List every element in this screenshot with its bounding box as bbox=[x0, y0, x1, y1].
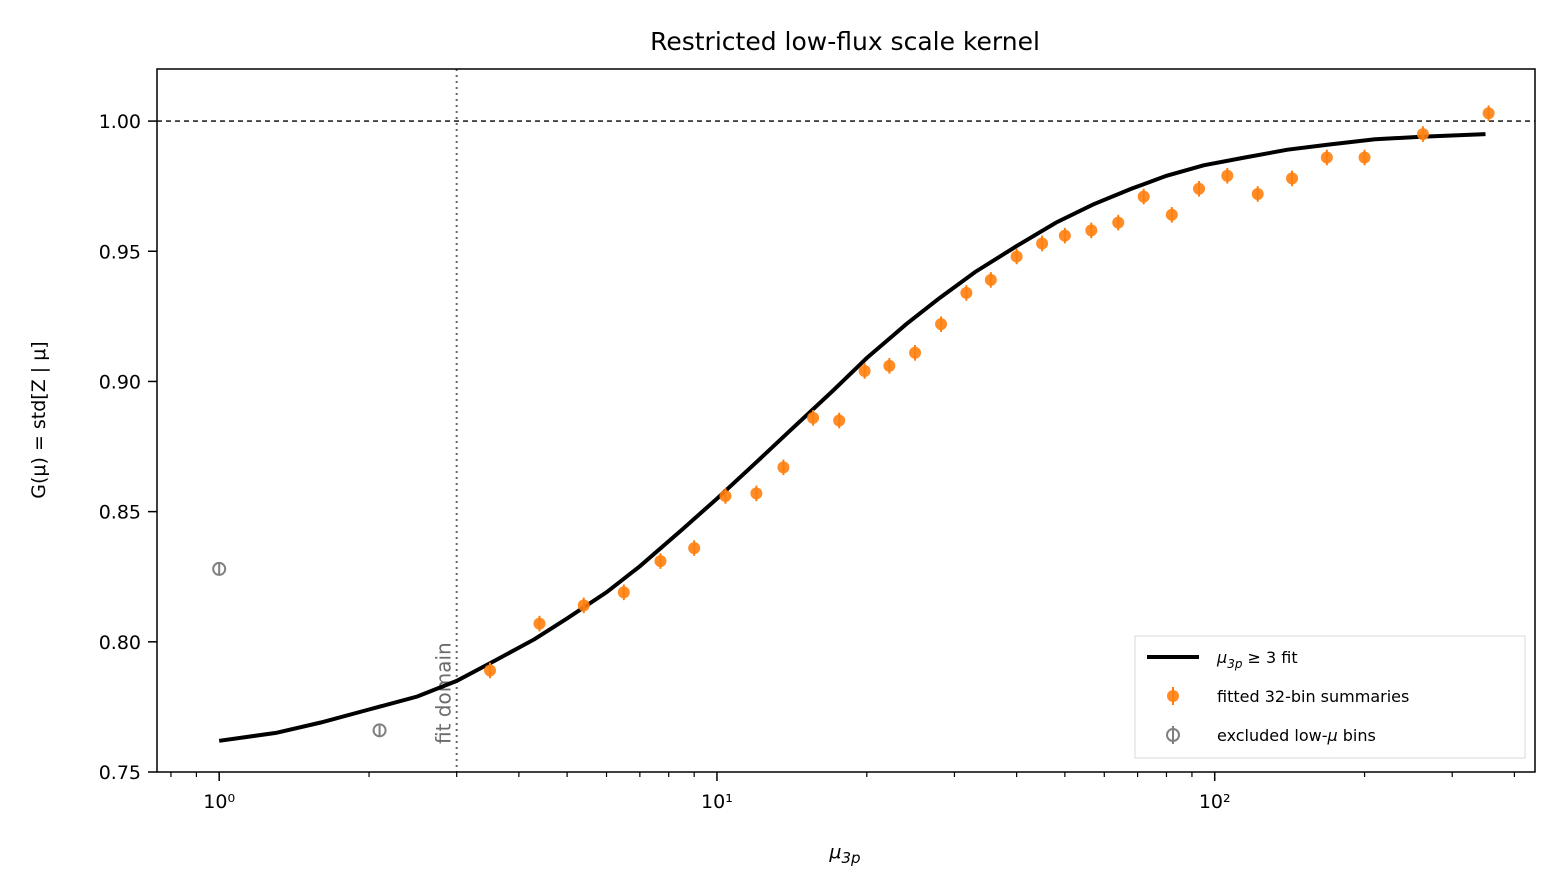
legend-entry: μ3p ≥ 3 fit bbox=[1147, 648, 1298, 671]
fitted-bin-point bbox=[833, 412, 846, 429]
fit-domain-label: fit domain bbox=[432, 642, 456, 744]
x-axis-ticks: 10⁰ 10¹ 10² bbox=[170, 772, 1515, 813]
fitted-bin-point bbox=[1010, 248, 1023, 265]
fit-curve bbox=[218, 132, 1486, 743]
y-tick-label: 0.80 bbox=[99, 632, 141, 654]
axes-frame bbox=[156, 68, 1536, 773]
x-tick-label: 10⁰ bbox=[203, 791, 235, 813]
point-marker bbox=[1251, 187, 1264, 200]
point-marker bbox=[1286, 172, 1299, 185]
point-marker bbox=[1165, 208, 1178, 221]
fitted-bin-point bbox=[858, 363, 871, 379]
legend-entry: excluded low-μ bins bbox=[1166, 726, 1376, 745]
y-tick-label: 1.00 bbox=[99, 111, 141, 133]
point-marker bbox=[833, 414, 846, 427]
point-marker bbox=[654, 555, 667, 568]
x-tick-label: 10¹ bbox=[701, 791, 733, 813]
point-marker bbox=[484, 664, 497, 677]
point-marker bbox=[533, 617, 546, 630]
fitted-bin-point bbox=[484, 662, 497, 679]
fitted-bin-point bbox=[1112, 214, 1125, 231]
fitted-bin-point bbox=[883, 358, 896, 374]
point-marker bbox=[883, 359, 896, 372]
point-marker bbox=[1320, 151, 1333, 164]
legend-marker-swatch bbox=[1166, 728, 1180, 742]
point-marker bbox=[1036, 237, 1049, 250]
point-marker bbox=[617, 586, 630, 599]
excluded-bin-point bbox=[212, 561, 227, 576]
point-marker bbox=[1482, 107, 1495, 120]
fitted-bin-point bbox=[533, 615, 546, 632]
fitted-bin-point bbox=[960, 285, 973, 301]
legend-entry: fitted 32-bin summaries bbox=[1167, 687, 1409, 706]
y-axis-label: G(μ) = std[Z | μ] bbox=[28, 341, 50, 498]
point-marker bbox=[688, 542, 701, 555]
fitted-bin-point bbox=[1482, 105, 1495, 122]
fitted-bin-point bbox=[577, 597, 590, 614]
fitted-bin-point bbox=[935, 316, 948, 332]
fitted-bin-point bbox=[750, 485, 763, 502]
fitted-bin-point bbox=[984, 272, 997, 288]
fitted-bin-point bbox=[688, 540, 701, 556]
fitted-bin-point bbox=[1085, 222, 1098, 239]
legend-label: excluded low-μ bins bbox=[1217, 726, 1376, 745]
point-marker bbox=[984, 273, 997, 286]
fitted-bin-point bbox=[777, 459, 790, 476]
fitted-bin-point bbox=[909, 344, 922, 361]
point-marker bbox=[719, 490, 732, 503]
point-marker bbox=[1058, 229, 1071, 242]
point-marker bbox=[960, 286, 973, 299]
fitted-bin-point bbox=[1416, 126, 1429, 142]
fitted-bin-point bbox=[617, 584, 630, 601]
point-marker bbox=[372, 723, 387, 738]
legend-label: μ3p ≥ 3 fit bbox=[1216, 648, 1298, 671]
y-axis-ticks: 0.75 0.80 0.85 0.90 0.95 1.00 bbox=[99, 111, 157, 784]
legend-label: fitted 32-bin summaries bbox=[1217, 687, 1409, 706]
point-marker bbox=[1193, 182, 1206, 195]
legend-box bbox=[1134, 635, 1526, 759]
point-marker bbox=[807, 411, 820, 424]
point-marker bbox=[750, 487, 763, 500]
fitted-bin-point bbox=[1165, 206, 1178, 223]
fitted-bin-point bbox=[654, 553, 667, 569]
point-marker bbox=[909, 346, 922, 359]
point-marker bbox=[1137, 190, 1150, 203]
x-axis-label: μ3p bbox=[828, 841, 860, 867]
point-marker bbox=[1358, 151, 1371, 164]
point-marker bbox=[1010, 250, 1023, 263]
fitted-bin-point bbox=[1286, 170, 1299, 187]
fitted-bin-point bbox=[1137, 188, 1150, 205]
fitted-bin-point bbox=[719, 488, 732, 504]
point-marker bbox=[577, 599, 590, 612]
point-marker bbox=[935, 318, 948, 331]
fitted-bin-point bbox=[1058, 227, 1071, 244]
fitted-bin-point bbox=[807, 410, 820, 426]
point-marker bbox=[777, 461, 790, 474]
x-tick-label: 10² bbox=[1199, 791, 1231, 813]
y-tick-label: 0.75 bbox=[99, 762, 141, 784]
plot-area: fit domain bbox=[157, 69, 1535, 772]
fitted-bin-point bbox=[1320, 149, 1333, 166]
fitted-bin-point bbox=[1036, 235, 1049, 252]
fitted-bin-point bbox=[1358, 149, 1371, 166]
y-tick-label: 0.90 bbox=[99, 371, 141, 393]
point-marker bbox=[858, 365, 871, 378]
y-tick-label: 0.95 bbox=[99, 241, 141, 263]
point-marker bbox=[1416, 128, 1429, 141]
fitted-bin-point bbox=[1193, 180, 1206, 197]
excluded-bin-point bbox=[372, 723, 387, 738]
chart-title: Restricted low-flux scale kernel bbox=[650, 27, 1040, 56]
point-marker bbox=[1221, 169, 1234, 182]
point-marker bbox=[1112, 216, 1125, 229]
legend-marker-swatch bbox=[1167, 690, 1179, 702]
y-tick-label: 0.85 bbox=[99, 502, 141, 524]
fitted-bin-point bbox=[1221, 167, 1234, 184]
point-marker bbox=[1085, 224, 1098, 237]
legend: μ3p ≥ 3 fit fitted 32-bin summaries exclud… bbox=[1134, 635, 1526, 759]
point-marker bbox=[212, 561, 227, 576]
fitted-bin-point bbox=[1251, 186, 1264, 202]
